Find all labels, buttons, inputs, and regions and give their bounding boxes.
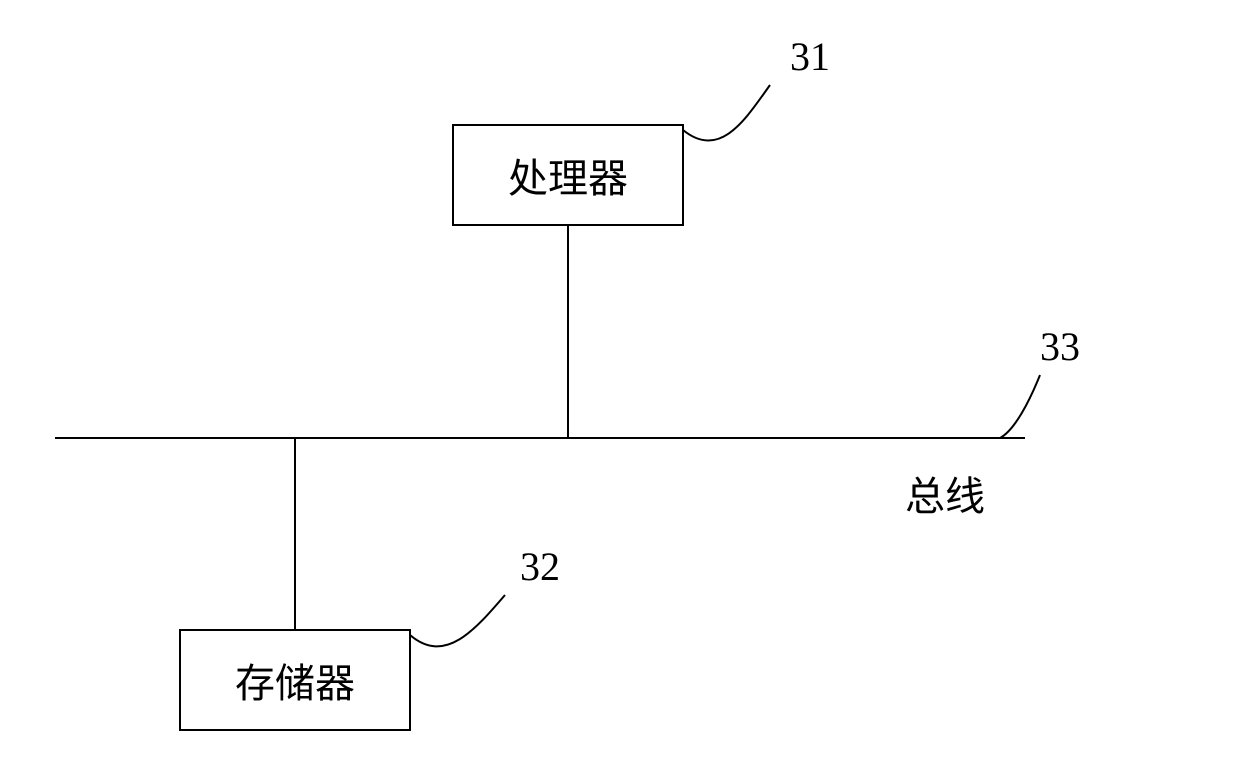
bus-leader [1000, 375, 1040, 438]
memory-leader [410, 595, 505, 646]
processor-label: 处理器 [508, 156, 628, 201]
bus-label: 总线 [905, 474, 985, 519]
bus-ref: 33 [1040, 324, 1080, 369]
memory-label: 存储器 [235, 661, 355, 706]
processor-ref: 31 [790, 34, 830, 79]
block-diagram: 处理器存储器 总线 31 32 33 [0, 0, 1240, 767]
memory-ref: 32 [520, 544, 560, 589]
processor-leader [683, 85, 770, 141]
